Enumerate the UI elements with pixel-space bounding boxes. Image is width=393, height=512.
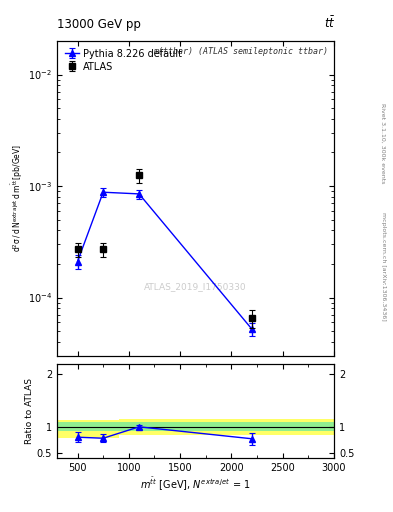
Text: Rivet 3.1.10, 300k events: Rivet 3.1.10, 300k events <box>381 103 386 184</box>
Legend: Pythia 8.226 default, ATLAS: Pythia 8.226 default, ATLAS <box>62 46 185 75</box>
Text: ATLAS_2019_I1750330: ATLAS_2019_I1750330 <box>144 282 247 291</box>
Y-axis label: $\mathsf{d^2\sigma\,/\,d\,N^{extra\,jet}\,d\,m^{\bar{t}t}\,[pb/GeV]}$: $\mathsf{d^2\sigma\,/\,d\,N^{extra\,jet}… <box>9 144 25 252</box>
Text: $t\bar{t}$: $t\bar{t}$ <box>325 15 336 31</box>
Text: m(ttbar) (ATLAS semileptonic ttbar): m(ttbar) (ATLAS semileptonic ttbar) <box>154 47 329 56</box>
X-axis label: $m^{\bar{t}t}$ [GeV], $N^{extra\,jet}$ = 1: $m^{\bar{t}t}$ [GeV], $N^{extra\,jet}$ =… <box>140 476 251 493</box>
Text: 13000 GeV pp: 13000 GeV pp <box>57 18 141 31</box>
Y-axis label: Ratio to ATLAS: Ratio to ATLAS <box>25 378 34 444</box>
Text: mcplots.cern.ch [arXiv:1306.3436]: mcplots.cern.ch [arXiv:1306.3436] <box>381 212 386 321</box>
